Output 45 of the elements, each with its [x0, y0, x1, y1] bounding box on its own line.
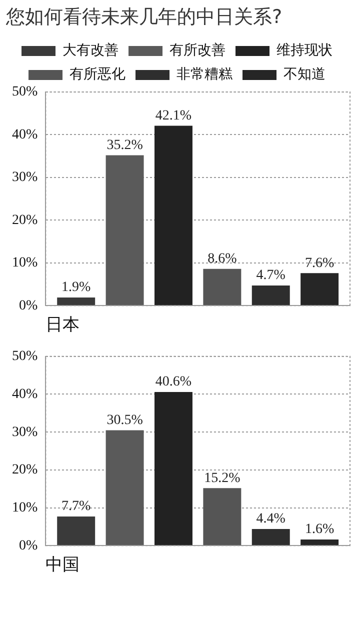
- x-axis-title: 中国: [46, 555, 80, 576]
- legend-label: 有所改善: [170, 42, 226, 59]
- data-label: 15.2%: [204, 470, 241, 486]
- legend-label: 维持现状: [276, 42, 332, 59]
- x-axis-title: 日本: [46, 315, 80, 336]
- bar: [300, 273, 339, 306]
- y-tick-label: 0%: [18, 538, 38, 554]
- data-label: 1.6%: [304, 522, 334, 538]
- bar: [203, 488, 242, 546]
- data-label: 1.9%: [62, 280, 92, 296]
- bar: [106, 155, 144, 306]
- data-label: 35.2%: [106, 138, 144, 153]
- data-label: 30.5%: [106, 412, 144, 428]
- data-label: 8.6%: [208, 252, 238, 267]
- data-label: 4.4%: [256, 512, 286, 527]
- bar: [57, 297, 96, 306]
- chart-title: 您如何看待未来几年的中日关系?: [5, 5, 284, 30]
- bar: [106, 430, 144, 546]
- data-label: 40.6%: [155, 374, 192, 390]
- y-tick-label: 10%: [12, 500, 38, 516]
- y-tick-label: 30%: [12, 170, 38, 186]
- y-tick-label: 0%: [18, 298, 38, 314]
- y-tick-label: 20%: [12, 212, 38, 228]
- data-label: 7.6%: [304, 256, 334, 271]
- bar: [252, 286, 290, 306]
- legend-label: 有所恶化: [70, 66, 126, 83]
- y-tick-label: 50%: [12, 349, 38, 364]
- y-tick-label: 40%: [12, 127, 38, 142]
- data-label: 7.7%: [62, 499, 92, 514]
- data-label: 42.1%: [155, 108, 192, 124]
- bar: [154, 126, 192, 306]
- bar: [203, 268, 242, 306]
- bar: [252, 528, 290, 546]
- y-tick-label: 50%: [12, 84, 38, 100]
- data-label: 4.7%: [256, 268, 286, 284]
- bar: [57, 516, 96, 546]
- legend-label: 不知道: [284, 66, 326, 83]
- bar: [154, 392, 192, 546]
- legend-label: 大有改善: [62, 42, 118, 59]
- y-tick-label: 40%: [12, 386, 38, 402]
- bar: [300, 540, 339, 546]
- y-tick-label: 20%: [12, 462, 38, 478]
- y-tick-label: 30%: [12, 424, 38, 440]
- y-tick-label: 10%: [12, 256, 38, 271]
- legend-label: 非常糟糕: [176, 66, 232, 83]
